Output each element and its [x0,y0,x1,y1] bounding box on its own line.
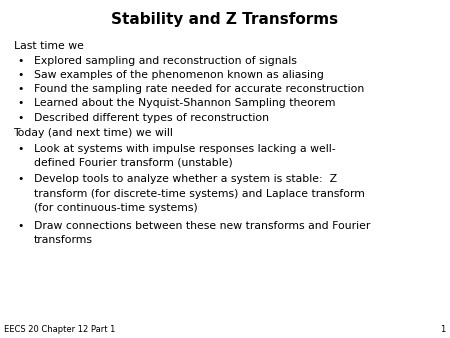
Text: defined Fourier transform (unstable): defined Fourier transform (unstable) [34,158,233,168]
Text: 1: 1 [440,325,445,334]
Text: •: • [17,113,23,123]
Text: Stability and Z Transforms: Stability and Z Transforms [112,12,338,27]
Text: •: • [17,56,23,66]
Text: transforms: transforms [34,235,93,245]
Text: EECS 20 Chapter 12 Part 1: EECS 20 Chapter 12 Part 1 [4,325,116,334]
Text: •: • [17,70,23,80]
Text: Learned about the Nyquist-Shannon Sampling theorem: Learned about the Nyquist-Shannon Sampli… [34,98,335,108]
Text: Today (and next time) we will: Today (and next time) we will [14,128,173,138]
Text: •: • [17,144,23,154]
Text: •: • [17,98,23,108]
Text: Saw examples of the phenomenon known as aliasing: Saw examples of the phenomenon known as … [34,70,324,80]
Text: Draw connections between these new transforms and Fourier: Draw connections between these new trans… [34,221,370,231]
Text: •: • [17,221,23,231]
Text: (for continuous-time systems): (for continuous-time systems) [34,203,198,213]
Text: Last time we: Last time we [14,41,83,51]
Text: •: • [17,174,23,185]
Text: transform (for discrete-time systems) and Laplace transform: transform (for discrete-time systems) an… [34,189,365,199]
Text: Described different types of reconstruction: Described different types of reconstruct… [34,113,269,123]
Text: Develop tools to analyze whether a system is stable:  Z: Develop tools to analyze whether a syste… [34,174,337,185]
Text: Explored sampling and reconstruction of signals: Explored sampling and reconstruction of … [34,56,297,66]
Text: •: • [17,84,23,94]
Text: Look at systems with impulse responses lacking a well-: Look at systems with impulse responses l… [34,144,335,154]
Text: Found the sampling rate needed for accurate reconstruction: Found the sampling rate needed for accur… [34,84,364,94]
